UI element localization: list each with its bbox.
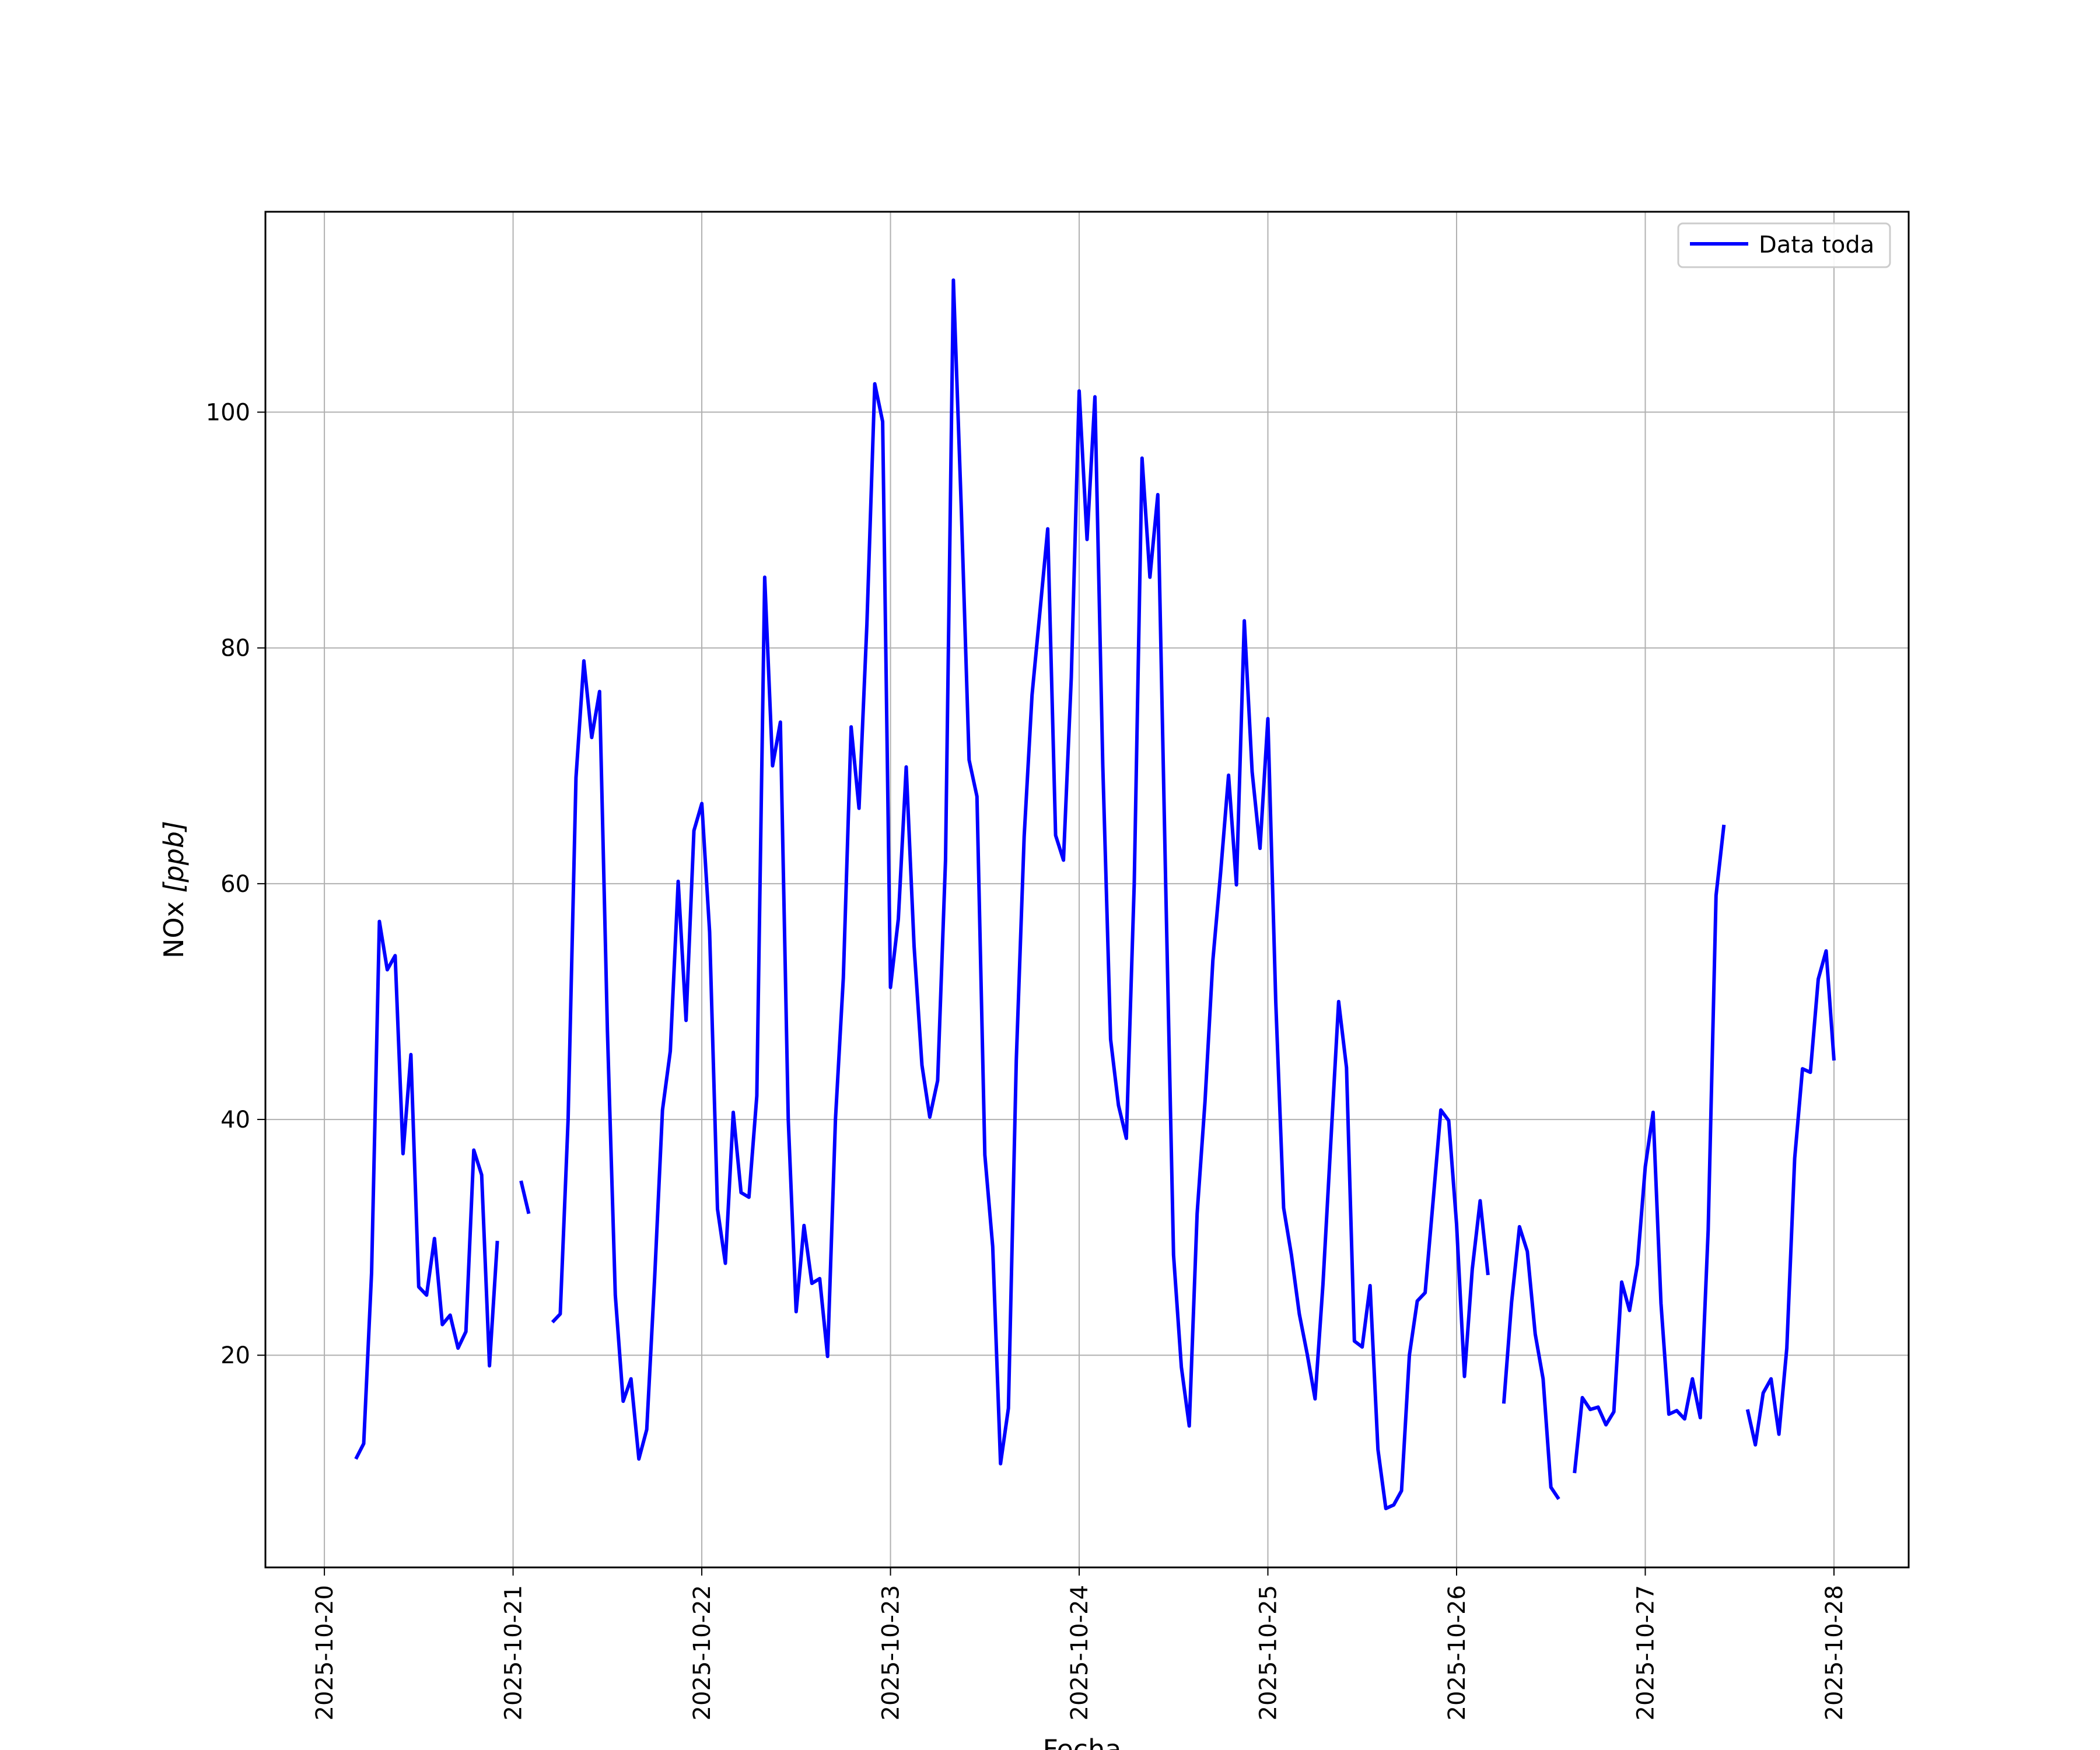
y-tick-label: 40 — [220, 1107, 250, 1133]
series-line-segment — [354, 919, 499, 1460]
series-line-segment — [1502, 1225, 1560, 1500]
grid — [265, 212, 1909, 1567]
series-line-segment — [551, 278, 1490, 1510]
x-tick-label: 2025-10-21 — [501, 1585, 527, 1720]
legend: Data toda — [1677, 222, 1891, 268]
axes-frame — [264, 211, 1910, 1569]
y-axis-ticks: 20 40 60 80 100 — [206, 400, 265, 1369]
x-axis-label: Fecha — [1043, 1734, 1122, 1750]
legend-label: Data toda — [1759, 232, 1874, 258]
x-tick-label: 2025-10-23 — [878, 1585, 905, 1720]
y-axis-label-unit: [ppb] — [158, 821, 190, 893]
legend-box — [1677, 222, 1891, 268]
y-tick-label: 20 — [220, 1342, 250, 1369]
y-tick-label: 100 — [206, 400, 250, 426]
series-line-segment — [1573, 824, 1726, 1474]
x-tick-label: 2025-10-26 — [1444, 1585, 1471, 1720]
series-layer — [354, 278, 1836, 1510]
y-axis-label-base: NOx — [158, 893, 190, 958]
y-tick-label: 80 — [220, 635, 250, 662]
x-tick-label: 2025-10-22 — [689, 1585, 716, 1720]
x-axis-ticks: 2025-10-20 2025-10-21 2025-10-22 2025-10-23… — [312, 1567, 1848, 1720]
y-axis-label: NOx [ppb] — [158, 821, 190, 958]
x-tick-label: 2025-10-28 — [1821, 1585, 1848, 1720]
x-tick-label: 2025-10-25 — [1255, 1585, 1282, 1720]
y-tick-label: 60 — [220, 871, 250, 898]
x-tick-label: 2025-10-20 — [312, 1585, 338, 1720]
x-tick-label: 2025-10-24 — [1066, 1585, 1093, 1720]
series-line-segment — [1745, 949, 1836, 1447]
series-line-segment — [519, 1180, 531, 1214]
x-tick-label: 2025-10-27 — [1632, 1585, 1659, 1720]
